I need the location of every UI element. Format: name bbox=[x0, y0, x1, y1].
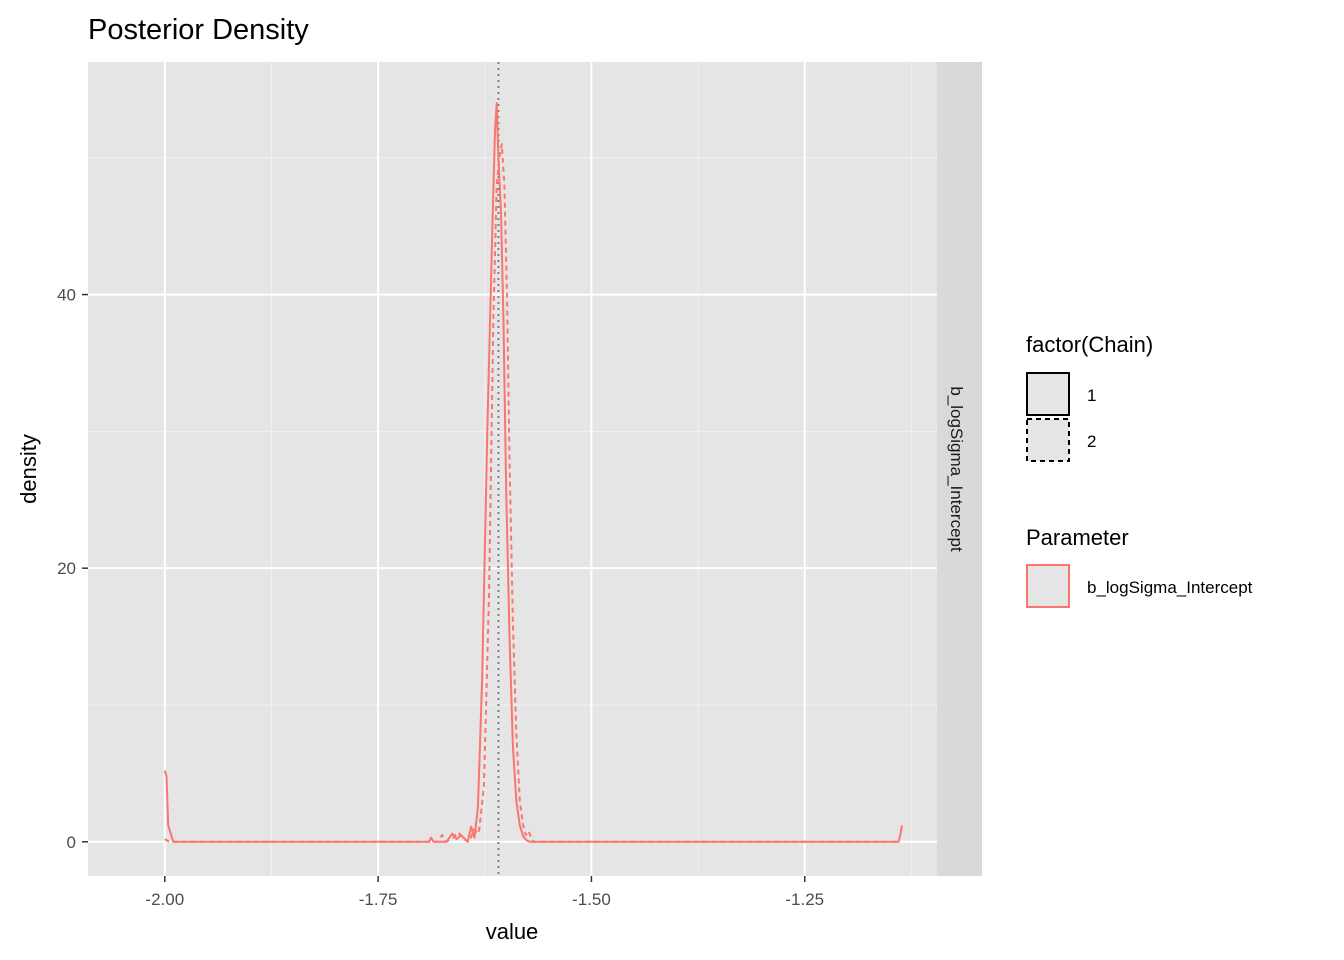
x-axis-title: value bbox=[486, 919, 539, 944]
legend-key-parameter bbox=[1026, 564, 1070, 608]
legend-chain-title: factor(Chain) bbox=[1026, 332, 1153, 357]
y-tick-label: 20 bbox=[57, 559, 76, 578]
x-axis: -2.00 -1.75 -1.50 -1.25 bbox=[145, 876, 824, 909]
y-axis-title: density bbox=[16, 434, 41, 504]
x-tick-label: -1.50 bbox=[572, 890, 611, 909]
legend-parameter-title: Parameter bbox=[1026, 525, 1129, 550]
legend-key-chain-2 bbox=[1026, 418, 1070, 462]
legend-label-parameter: b_logSigma_Intercept bbox=[1087, 578, 1253, 597]
grid-minor-lines bbox=[88, 62, 937, 876]
x-tick-label: -1.75 bbox=[359, 890, 398, 909]
y-tick-label: 0 bbox=[67, 833, 76, 852]
legend-label-chain-1: 1 bbox=[1087, 386, 1096, 405]
y-axis: 0 20 40 bbox=[57, 286, 88, 852]
legend-key-chain-1 bbox=[1026, 372, 1070, 416]
facet-strip-label: b_logSigma_Intercept bbox=[947, 386, 966, 552]
x-tick-label: -2.00 bbox=[145, 890, 184, 909]
density-line-chain-2 bbox=[164, 143, 899, 843]
legend-label-chain-2: 2 bbox=[1087, 432, 1096, 451]
x-tick-label: -1.25 bbox=[785, 890, 824, 909]
legend-parameter: Parameter b_logSigma_Intercept bbox=[1026, 525, 1253, 608]
series-group bbox=[163, 102, 903, 843]
facet-strip bbox=[937, 62, 982, 876]
y-tick-label: 40 bbox=[57, 286, 76, 305]
legend-chain: factor(Chain) 1 2 bbox=[1026, 332, 1153, 462]
chart-title: Posterior Density bbox=[88, 14, 309, 46]
